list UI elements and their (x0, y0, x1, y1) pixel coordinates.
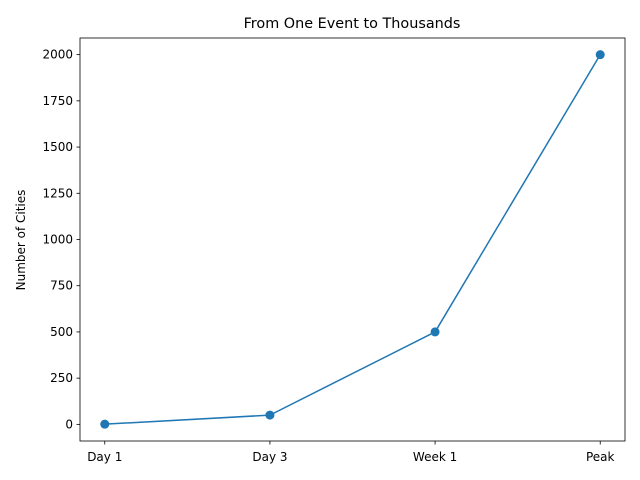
y-tick-label: 1250 (42, 186, 73, 200)
series-line (104, 54, 601, 425)
data-point (100, 419, 110, 429)
y-tick-label: 1500 (42, 140, 73, 154)
x-tick-label: Day 1 (87, 450, 122, 464)
y-tick-label: 0 (65, 417, 73, 431)
data-point (430, 327, 440, 337)
y-axis-title: Number of Cities (14, 190, 28, 291)
y-tick-label: 2000 (42, 48, 73, 62)
x-tick-label: Week 1 (413, 450, 457, 464)
plot-area: 0 250 500 750 1000 1250 1500 1750 2000 Day 1 Day 3… (42, 37, 626, 464)
data-point (265, 410, 275, 420)
x-tick-label: Peak (586, 450, 615, 464)
y-tick-label: 750 (50, 279, 73, 293)
y-tick-label: 1750 (42, 94, 73, 108)
x-tick-label: Day 3 (252, 450, 287, 464)
chart-title: From One Event to Thousands (244, 16, 461, 32)
y-tick-label: 250 (50, 371, 73, 385)
y-tick-label: 500 (50, 325, 73, 339)
y-tick-label: 1000 (42, 233, 73, 247)
data-point (595, 50, 605, 60)
